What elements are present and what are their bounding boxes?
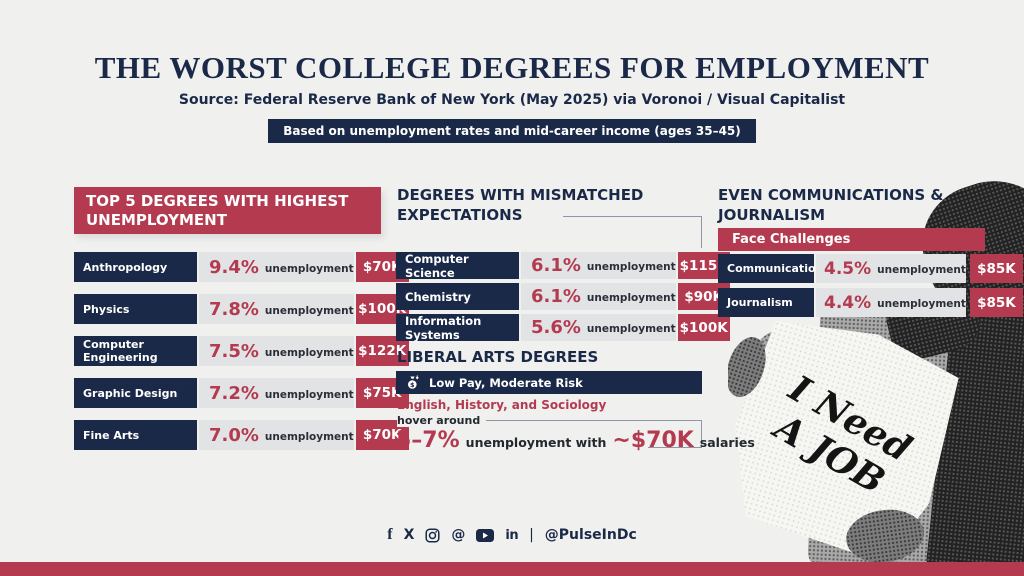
rate-cell: 6.1% unemployment [521, 283, 676, 310]
header-connector-line [563, 216, 702, 217]
rate-value: 6.1% [531, 286, 581, 307]
income-badge: $85K [969, 254, 1023, 283]
table-row-anthropology: Anthropology 9.4% unemployment $70K [74, 252, 409, 282]
table-row-communications: Communications 4.5% unemployment $85K [718, 254, 1023, 283]
rate-value: 7.5% [209, 340, 259, 362]
rate-suffix: unemployment [264, 346, 354, 359]
social-handle[interactable]: @PulseInDc [544, 527, 637, 543]
degree-label: Computer Science [396, 252, 519, 280]
sign-text: I Need A JOB [762, 368, 919, 506]
rate-suffix: unemployment [586, 323, 676, 335]
rate-suffix: unemployment [264, 304, 354, 317]
bracket-top-line [470, 420, 702, 421]
right-panel-header: EVEN COMMUNICATIONS & JOURNALISM [718, 185, 988, 225]
header-connector-drop [701, 216, 702, 248]
basis-pill: Based on unemployment rates and mid-care… [268, 119, 756, 143]
middle-panel-header: DEGREES WITH MISMATCHED EXPECTATIONS [397, 185, 697, 225]
basis-pill-wrap: Based on unemployment rates and mid-care… [0, 119, 1024, 143]
rate-cell: 9.4% unemployment [199, 252, 354, 282]
right-header-line1: EVEN COMMUNICATIONS & [718, 186, 944, 204]
table-row-fine-arts: Fine Arts 7.0% unemployment $70K [74, 420, 409, 450]
bottom-accent-bar [0, 562, 1024, 576]
income-badge: $70K [355, 420, 409, 450]
income-badge: $122K [355, 336, 409, 366]
rate-suffix: unemployment [877, 298, 966, 310]
degree-label: Fine Arts [74, 420, 197, 450]
rate-value: 7.8% [209, 298, 259, 320]
liberal-arts-badge: $ Low Pay, Moderate Risk [396, 371, 702, 394]
table-row-graphic-design: Graphic Design 7.2% unemployment $75K [74, 378, 409, 408]
rate-suffix: unemployment [586, 292, 676, 304]
stat-tail: salaries [699, 435, 755, 450]
stat-income: ~$70K [612, 428, 694, 453]
rate-cell: 6.1% unemployment [521, 252, 676, 279]
money-bag-icon: $ [408, 375, 419, 389]
svg-text:$: $ [410, 381, 415, 389]
table-row-journalism: Journalism 4.4% unemployment $85K [718, 288, 1023, 317]
rate-cell: 4.5% unemployment [816, 254, 966, 283]
left-panel-header: TOP 5 DEGREES WITH HIGHEST UNEMPLOYMENT [74, 187, 381, 234]
footer-social-bar: f X @ in | @PulseInDc [0, 526, 1024, 544]
income-badge: $100K [355, 294, 409, 324]
linkedin-icon[interactable]: in [505, 527, 519, 543]
stat-rate: 5–7% [396, 428, 460, 453]
youtube-icon[interactable] [476, 528, 495, 542]
rate-value: 4.5% [824, 258, 872, 279]
liberal-arts-badge-label: Low Pay, Moderate Risk [429, 375, 583, 390]
face-challenges-banner: Face Challenges [718, 228, 985, 251]
liberal-arts-header: LIBERAL ARTS DEGREES [397, 348, 599, 366]
x-icon[interactable]: X [403, 527, 415, 543]
stat-mid: unemployment with [465, 435, 607, 450]
table-row-computer-engineering: Computer Engineering 7.5% unemployment $… [74, 336, 409, 366]
source-line: Source: Federal Reserve Bank of New York… [178, 92, 846, 108]
rate-value: 7.0% [209, 424, 259, 446]
rate-cell: 7.5% unemployment [199, 336, 354, 366]
rate-cell: 7.8% unemployment [199, 294, 354, 324]
facebook-icon[interactable]: f [387, 526, 393, 543]
rate-cell: 7.2% unemployment [199, 378, 354, 408]
rate-value: 9.4% [209, 256, 259, 278]
rate-suffix: unemployment [586, 261, 676, 273]
middle-header-line1: DEGREES WITH MISMATCHED [397, 186, 644, 204]
degree-label: Graphic Design [74, 378, 197, 408]
rate-value: 4.4% [824, 292, 872, 313]
bracket-bottom-line [648, 447, 702, 448]
rate-suffix: unemployment [877, 264, 966, 276]
degree-label: Chemistry [396, 283, 519, 310]
rate-suffix: unemployment [264, 430, 354, 443]
liberal-arts-stat: 5–7% unemployment with ~$70K salaries [396, 428, 761, 453]
liberal-arts-fields: English, History, and Sociology [397, 398, 607, 412]
rate-cell: 5.6% unemployment [521, 314, 676, 341]
degree-label: Journalism [718, 288, 814, 317]
rate-suffix: unemployment [264, 262, 354, 275]
threads-icon[interactable]: @ [451, 527, 466, 543]
rate-value: 5.6% [531, 317, 581, 338]
liberal-arts-lead: hover around [397, 414, 487, 427]
rate-suffix: unemployment [264, 388, 354, 401]
bracket-vertical-line [701, 420, 702, 448]
table-row-physics: Physics 7.8% unemployment $100K [74, 294, 409, 324]
degree-label: Communications [718, 254, 830, 283]
degree-label: Physics [74, 294, 197, 324]
rate-cell: 7.0% unemployment [199, 420, 354, 450]
rate-value: 7.2% [209, 382, 259, 404]
page-title: THE WORST COLLEGE DEGREES FOR EMPLOYMENT [94, 50, 930, 85]
degree-label: Anthropology [74, 252, 197, 282]
instagram-icon[interactable] [425, 527, 440, 543]
table-row-computer-science: Computer Science 6.1% unemployment $115K [396, 252, 730, 280]
middle-header-line2: EXPECTATIONS [397, 206, 523, 224]
footer-separator: | [529, 527, 534, 543]
table-row-information-systems: Information Systems 5.6% unemployment $1… [396, 314, 730, 342]
degree-label: Computer Engineering [74, 336, 197, 366]
income-badge: $100K [677, 314, 730, 341]
right-header-line2: JOURNALISM [718, 206, 826, 224]
table-row-chemistry: Chemistry 6.1% unemployment $90K [396, 283, 730, 310]
degree-label: Information Systems [396, 314, 519, 342]
rate-value: 6.1% [531, 255, 581, 276]
income-badge: $85K [969, 288, 1023, 317]
rate-cell: 4.4% unemployment [816, 288, 966, 317]
